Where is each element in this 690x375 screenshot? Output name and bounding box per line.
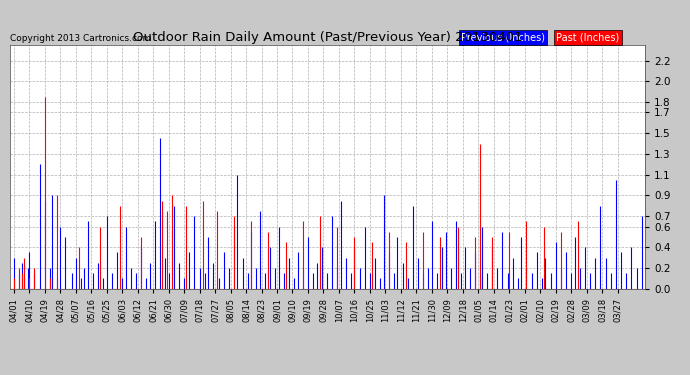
Text: Past (Inches): Past (Inches) <box>556 33 620 43</box>
Text: Previous (Inches): Previous (Inches) <box>461 33 545 43</box>
Title: Outdoor Rain Daily Amount (Past/Previous Year) 20130401: Outdoor Rain Daily Amount (Past/Previous… <box>133 31 522 44</box>
Text: Copyright 2013 Cartronics.com: Copyright 2013 Cartronics.com <box>10 34 152 43</box>
